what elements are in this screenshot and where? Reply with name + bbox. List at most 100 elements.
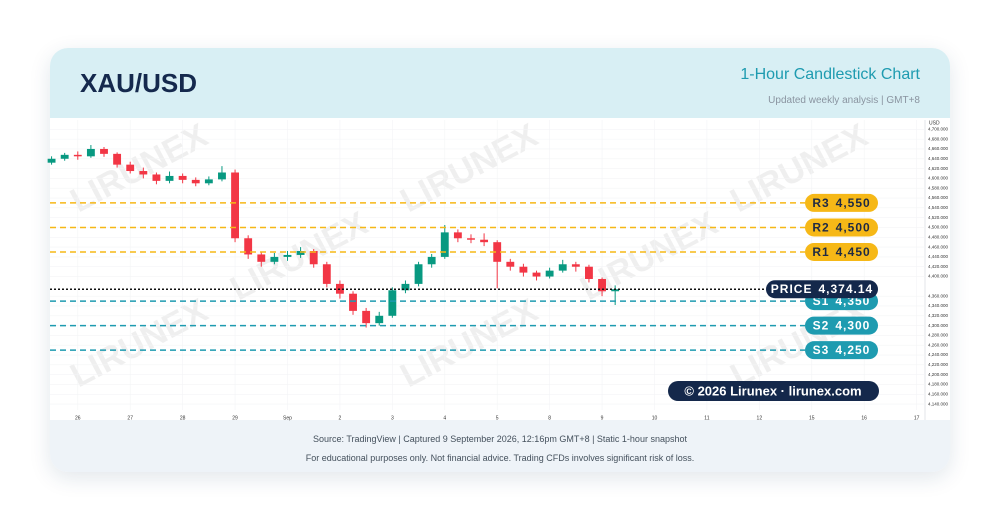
y-tick-label: 4,260.000	[928, 342, 949, 347]
candle-body	[375, 315, 384, 324]
title: XAU/USD	[80, 68, 198, 98]
x-tick-label: 9	[601, 415, 604, 421]
candle-body	[611, 289, 620, 292]
candle-body	[440, 232, 449, 257]
y-tick-label: 4,200.000	[928, 372, 949, 377]
level-pill	[805, 242, 878, 261]
y-tick-label: 4,620.000	[928, 166, 949, 171]
candle-body	[467, 238, 475, 240]
y-tick-label: 4,680.000	[928, 136, 949, 141]
candle-body	[322, 264, 331, 284]
x-tick-label: 16	[861, 415, 867, 421]
y-tick-label: 4,300.000	[928, 323, 949, 328]
pill-text: R3 4,550	[812, 196, 870, 210]
candle-body	[283, 254, 292, 257]
pill-name: R1	[812, 245, 829, 259]
x-tick-label: 29	[232, 415, 238, 421]
candle-body	[309, 251, 318, 265]
candle-body	[165, 175, 174, 181]
x-tick-label: 12	[757, 415, 763, 421]
watermark: LIRUNEX	[394, 291, 544, 395]
candle-body	[453, 232, 462, 239]
level-pill	[805, 341, 878, 360]
pill-value: 4,550	[836, 196, 871, 210]
x-tick-label: 4	[443, 415, 446, 421]
level-pill	[805, 218, 878, 237]
source: Source: TradingView | Captured 9 Septemb…	[313, 434, 687, 444]
copyright: © 2026 Lirunex · lirunex.com	[684, 383, 861, 398]
x-tick-label: 27	[127, 415, 133, 421]
candle-body	[270, 256, 279, 262]
x-tick-label: 15	[809, 415, 815, 421]
candle-body	[152, 174, 161, 181]
y-tick-label: 4,400.000	[928, 274, 949, 279]
x-tick-label: 17	[914, 415, 920, 421]
y-tick-label: 4,540.000	[928, 205, 949, 210]
watermark: LIRUNEX	[64, 291, 214, 395]
header: XAU/USD 1-Hour Candlestick Chart Updated…	[50, 48, 950, 118]
y-tick-label: 4,320.000	[928, 313, 949, 318]
pill-name: S3	[813, 343, 830, 357]
x-tick-label: 3	[391, 415, 394, 421]
pill-name: R3	[812, 196, 829, 210]
pill-value: 4,250	[835, 343, 870, 357]
footer: Source: TradingView | Captured 9 Septemb…	[50, 420, 950, 472]
pill-name: S2	[813, 319, 830, 333]
candle-body	[218, 172, 226, 180]
candle-body	[585, 266, 593, 279]
x-tick-label: Sep	[283, 415, 292, 421]
copyright-badge	[668, 381, 879, 401]
candle-body	[244, 238, 253, 255]
level-pill	[805, 193, 878, 212]
x-tick-label: 26	[75, 415, 81, 421]
pill-value: 4,374.14	[818, 282, 873, 296]
y-tick-label: 4,420.000	[928, 264, 949, 269]
y-tick-label: 4,560.000	[928, 195, 949, 200]
y-tick-label: 4,660.000	[928, 146, 949, 151]
y-tick-label: 4,180.000	[928, 382, 949, 387]
candle-body	[191, 179, 200, 184]
x-tick-label: 2	[339, 415, 342, 421]
pill-text: R1 4,450	[812, 245, 870, 259]
y-tick-label: 4,640.000	[928, 156, 949, 161]
candle-body	[414, 264, 423, 284]
y-tick-label: 4,160.000	[928, 391, 949, 396]
candle-body	[598, 278, 606, 292]
candle-body	[349, 293, 357, 311]
candle-body	[257, 254, 266, 262]
candle-body	[139, 171, 148, 175]
pill-value: 4,500	[836, 221, 871, 235]
x-tick-label: 5	[496, 415, 499, 421]
pill-value: 4,450	[836, 245, 871, 259]
candle-body	[427, 256, 436, 265]
watermark: LIRUNEX	[574, 204, 724, 308]
candle-body	[60, 154, 69, 159]
candle-body	[113, 153, 122, 165]
candle-body	[126, 164, 135, 172]
candle-body	[519, 266, 528, 273]
level-pill	[805, 316, 878, 335]
candle-body	[401, 283, 410, 291]
pill-name: R2	[812, 221, 829, 235]
subtitle: 1-Hour Candlestick Chart	[740, 66, 920, 83]
y-axis-label: USD	[929, 120, 940, 126]
pill-text: R2 4,500	[812, 221, 870, 235]
pill-text: S3 4,250	[813, 343, 871, 357]
y-tick-label: 4,700.000	[928, 127, 949, 132]
y-tick-label: 4,240.000	[928, 352, 949, 357]
y-tick-label: 4,520.000	[928, 215, 949, 220]
candle-body	[73, 154, 82, 157]
note: Updated weekly analysis | GMT+8	[768, 95, 920, 106]
candle-body	[231, 172, 239, 239]
price-pill	[766, 280, 878, 299]
candle-body	[86, 148, 95, 157]
candle-body	[100, 148, 108, 154]
x-tick-label: 11	[704, 415, 709, 421]
x-tick-label: 8	[548, 415, 551, 421]
y-tick-label: 4,140.000	[928, 401, 949, 406]
candle-body	[558, 264, 567, 271]
candle-body	[571, 264, 580, 267]
card: XAU/USD 1-Hour Candlestick Chart Updated…	[50, 48, 950, 472]
